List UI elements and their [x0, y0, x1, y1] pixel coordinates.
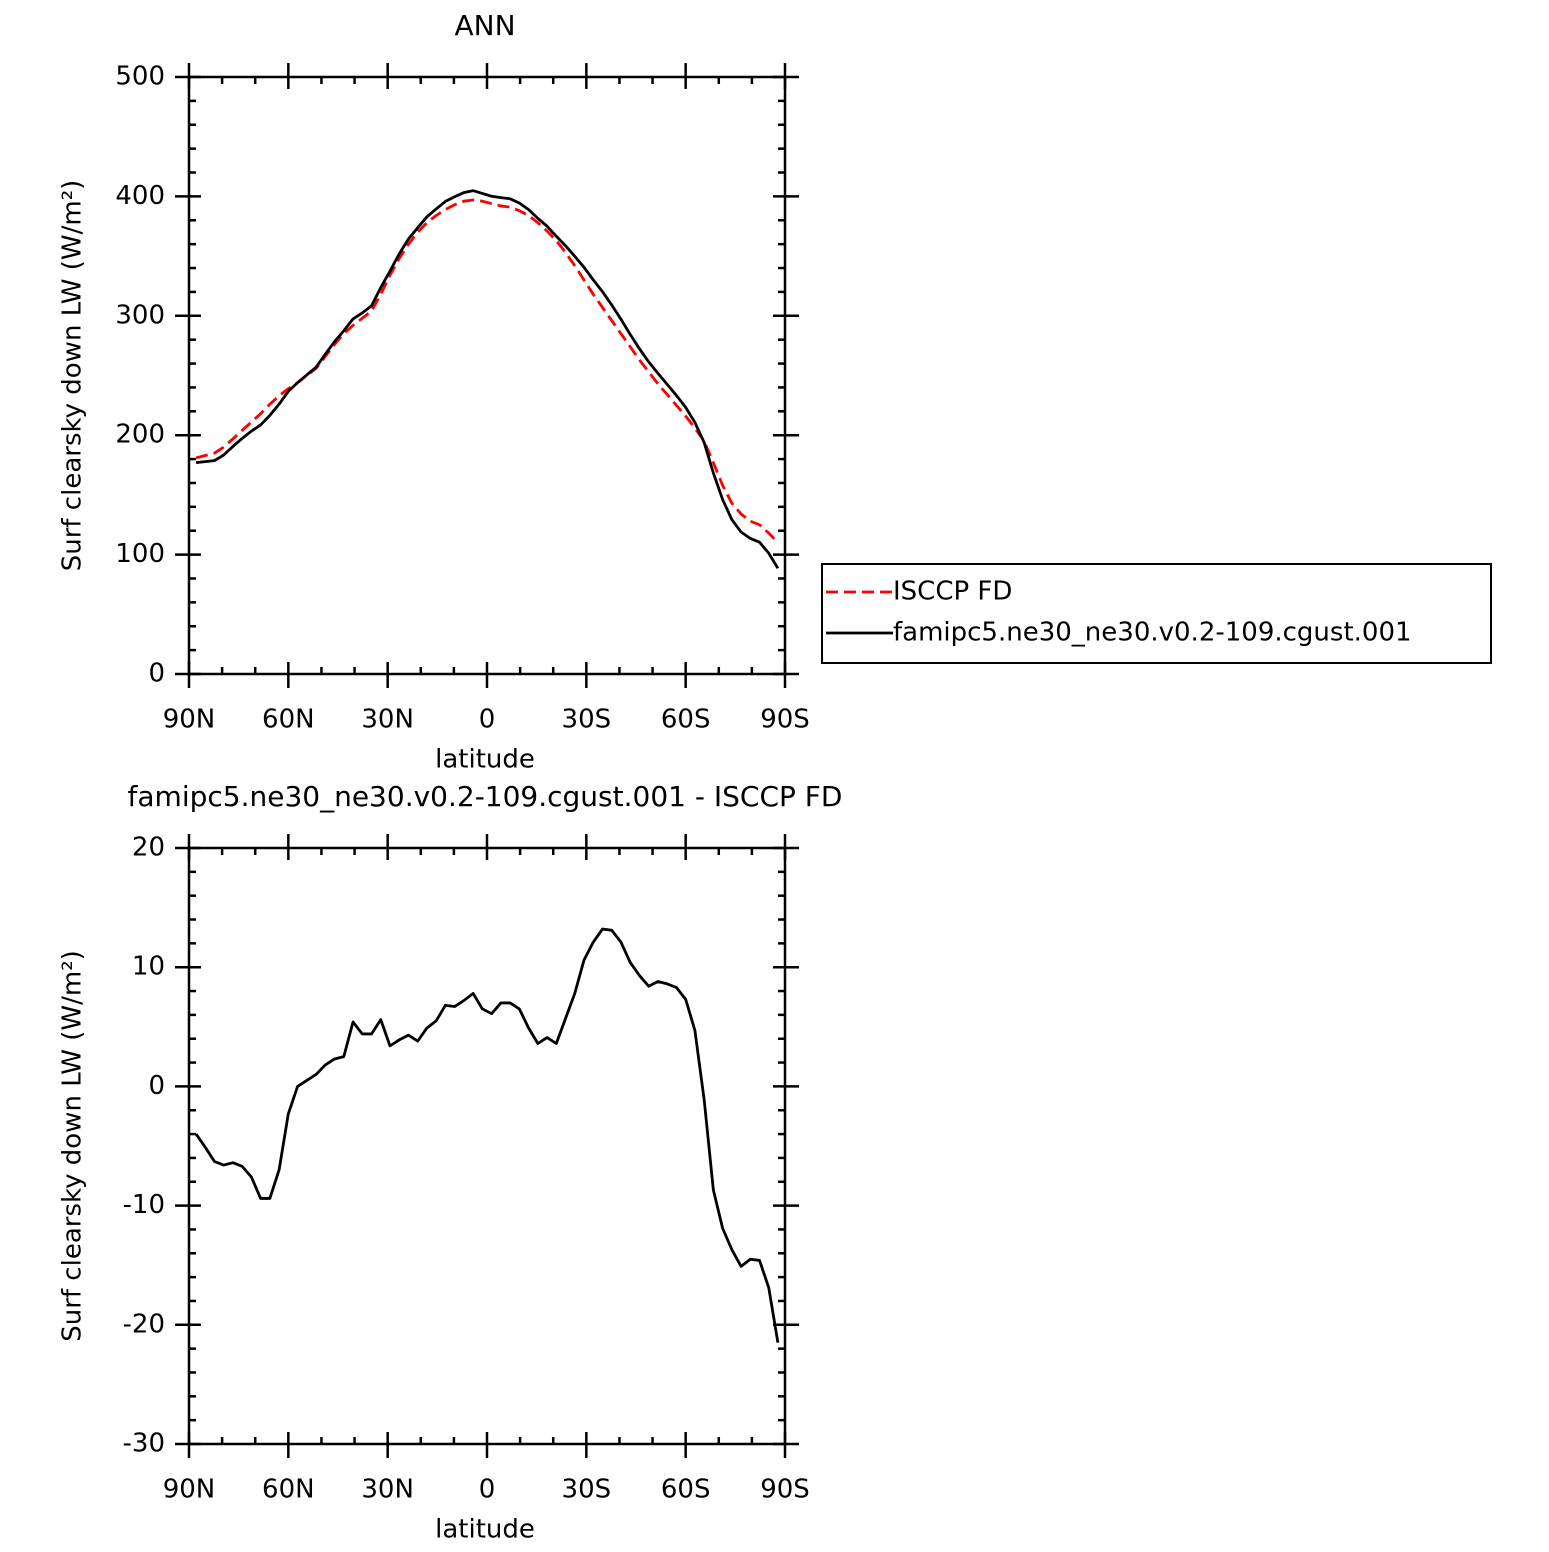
x-tick-label: 90N [163, 1475, 216, 1505]
y-tick-label: 300 [115, 300, 165, 330]
data-line [194, 927, 780, 1343]
x-tick-label: 30N [361, 1475, 414, 1505]
x-tick-label: 90S [760, 705, 810, 735]
y-tick-label: 0 [148, 659, 165, 689]
data-line [195, 189, 780, 570]
legend-box [821, 563, 1492, 664]
x-tick-label: 0 [479, 705, 496, 735]
x-tick-label: 0 [479, 1475, 496, 1505]
y-axis-label: Surf clearsky down LW (W/m²) [58, 950, 88, 1342]
x-tick-label: 60S [661, 1475, 711, 1505]
y-tick-label: 10 [132, 952, 165, 982]
legend-label: famipc5.ne30_ne30.v0.2-109.cgust.001 [893, 618, 1412, 648]
y-tick-label: 500 [115, 62, 165, 92]
y-tick-label: -20 [123, 1309, 165, 1339]
x-tick-label: 60N [262, 1475, 315, 1505]
y-axis-label: Surf clearsky down LW (W/m²) [58, 180, 88, 572]
y-tick-label: 100 [115, 539, 165, 569]
x-tick-label: 30S [562, 705, 612, 735]
x-axis-label: latitude [435, 745, 535, 775]
y-tick-label: 200 [115, 420, 165, 450]
legend-label: ISCCP FD [893, 577, 1012, 607]
y-tick-label: -30 [123, 1429, 165, 1459]
y-tick-label: 400 [115, 181, 165, 211]
plot-frame [187, 75, 787, 676]
x-axis-label: latitude [435, 1515, 535, 1545]
y-tick-label: -10 [123, 1190, 165, 1220]
x-tick-label: 90S [760, 1475, 810, 1505]
chart-title: famipc5.ne30_ne30.v0.2-109.cgust.001 - I… [128, 780, 843, 813]
x-tick-label: 90N [163, 705, 216, 735]
plot-frame [187, 846, 787, 1446]
x-tick-label: 60N [262, 705, 315, 735]
y-tick-label: 20 [132, 833, 165, 863]
x-tick-label: 30N [361, 705, 414, 735]
data-line [195, 198, 779, 544]
chart-title: ANN [454, 9, 515, 42]
x-tick-label: 30S [562, 1475, 612, 1505]
y-tick-label: 0 [148, 1071, 165, 1101]
x-tick-label: 60S [661, 705, 711, 735]
